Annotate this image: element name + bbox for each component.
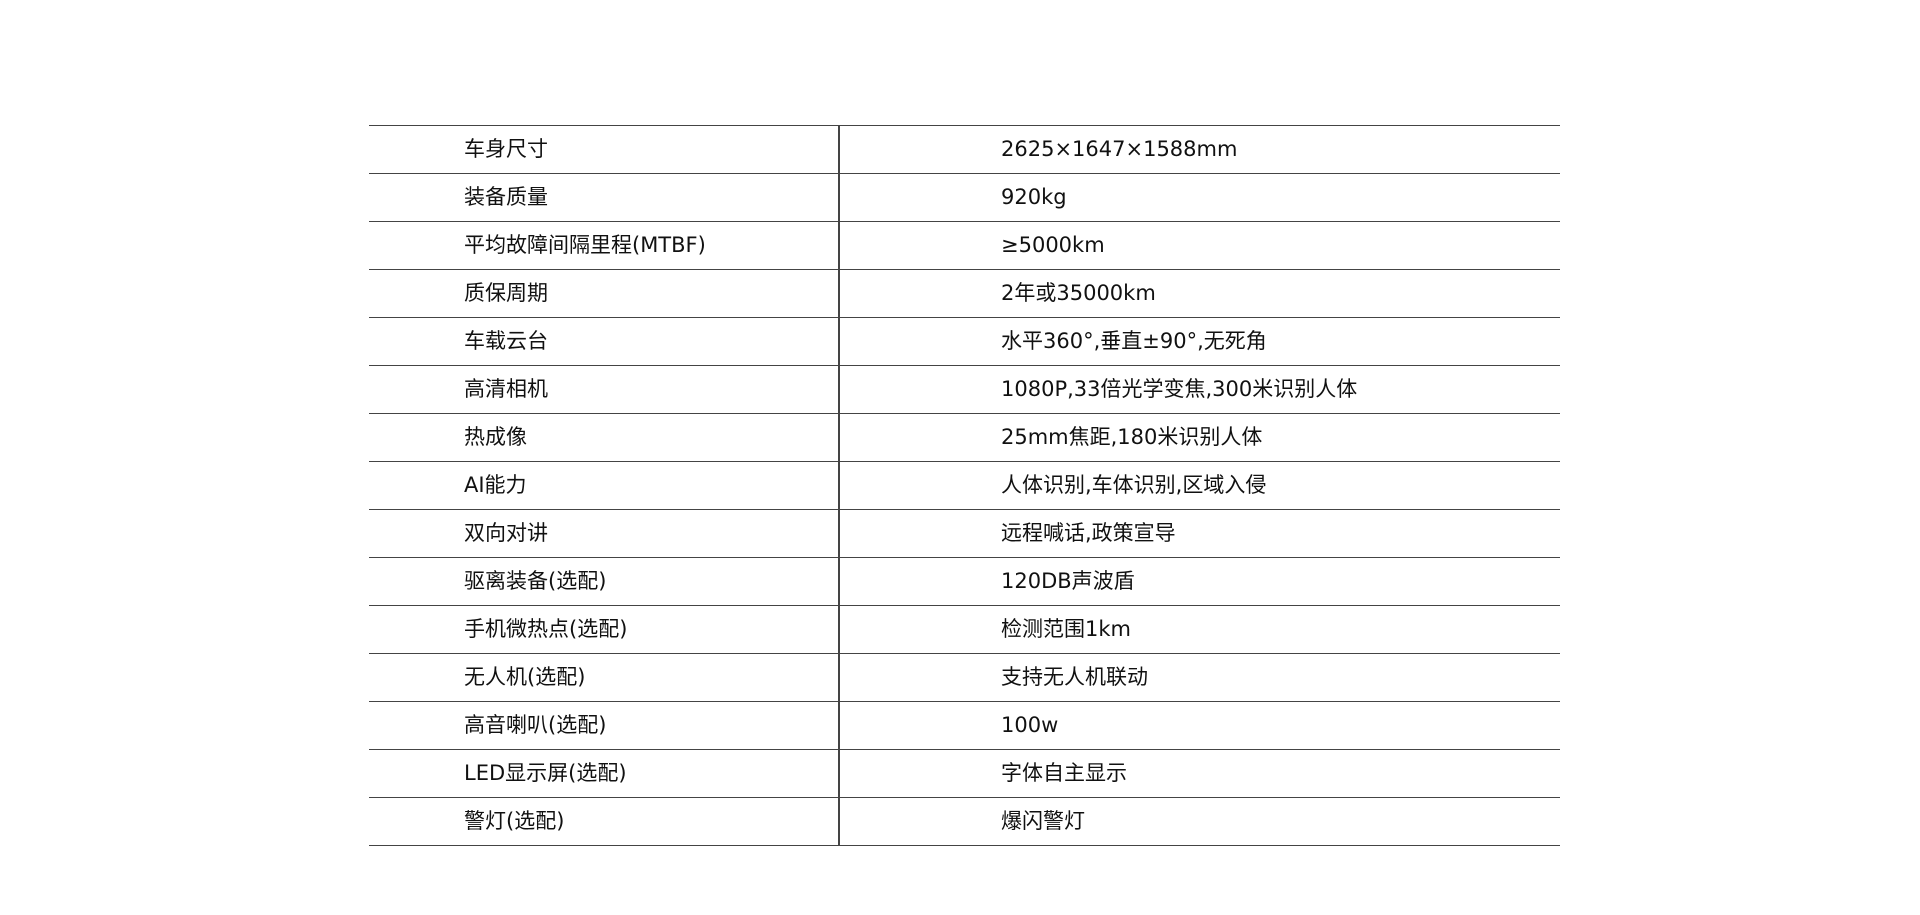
spec-value: 1080P,33倍光学变焦,300米识别人体 <box>1001 377 1358 401</box>
spec-row: 质保周期 2年或35000km <box>369 270 1560 318</box>
spec-value: 远程喊话,政策宣导 <box>1001 521 1176 545</box>
spec-label: 高音喇叭(选配) <box>464 713 607 737</box>
spec-label: 无人机(选配) <box>464 665 586 689</box>
spec-label: 车身尺寸 <box>464 137 548 161</box>
spec-label: 装备质量 <box>464 185 548 209</box>
spec-label: 双向对讲 <box>464 521 548 545</box>
spec-label: 警灯(选配) <box>464 809 565 833</box>
spec-value: ≥5000km <box>1001 233 1105 257</box>
spec-row: 平均故障间隔里程(MTBF) ≥5000km <box>369 222 1560 270</box>
spec-value: 字体自主显示 <box>1001 761 1127 785</box>
spec-label: 驱离装备(选配) <box>464 569 607 593</box>
spec-value: 2年或35000km <box>1001 281 1156 305</box>
spec-value: 爆闪警灯 <box>1001 809 1085 833</box>
spec-row: AI能力 人体识别,车体识别,区域入侵 <box>369 462 1560 510</box>
spec-value: 支持无人机联动 <box>1001 665 1148 689</box>
spec-value: 920kg <box>1001 185 1067 209</box>
spec-row: 驱离装备(选配) 120DB声波盾 <box>369 558 1560 606</box>
spec-value: 人体识别,车体识别,区域入侵 <box>1001 473 1267 497</box>
spec-row: 双向对讲 远程喊话,政策宣导 <box>369 510 1560 558</box>
spec-table: 车身尺寸 2625×1647×1588mm 装备质量 920kg 平均故障间隔里程(MT… <box>369 125 1560 846</box>
spec-row: 车载云台 水平360°,垂直±90°,无死角 <box>369 318 1560 366</box>
spec-label: 高清相机 <box>464 377 548 401</box>
spec-row: LED显示屏(选配) 字体自主显示 <box>369 750 1560 798</box>
spec-row: 热成像 25mm焦距,180米识别人体 <box>369 414 1560 462</box>
spec-label: 平均故障间隔里程(MTBF) <box>464 233 706 257</box>
spec-value: 检测范围1km <box>1001 617 1131 641</box>
column-divider <box>838 126 840 846</box>
spec-label: 质保周期 <box>464 281 548 305</box>
spec-row: 警灯(选配) 爆闪警灯 <box>369 798 1560 846</box>
spec-row: 手机微热点(选配) 检测范围1km <box>369 606 1560 654</box>
spec-label: 热成像 <box>464 425 527 449</box>
spec-row: 无人机(选配) 支持无人机联动 <box>369 654 1560 702</box>
spec-row: 车身尺寸 2625×1647×1588mm <box>369 126 1560 174</box>
spec-row: 装备质量 920kg <box>369 174 1560 222</box>
spec-row: 高清相机 1080P,33倍光学变焦,300米识别人体 <box>369 366 1560 414</box>
spec-value: 100w <box>1001 713 1059 737</box>
spec-row: 高音喇叭(选配) 100w <box>369 702 1560 750</box>
spec-value: 水平360°,垂直±90°,无死角 <box>1001 329 1267 353</box>
spec-label: 手机微热点(选配) <box>464 617 628 641</box>
spec-value: 2625×1647×1588mm <box>1001 137 1238 161</box>
spec-label: AI能力 <box>464 473 527 497</box>
spec-label: LED显示屏(选配) <box>464 761 627 785</box>
spec-value: 120DB声波盾 <box>1001 569 1135 593</box>
spec-label: 车载云台 <box>464 329 548 353</box>
spec-value: 25mm焦距,180米识别人体 <box>1001 425 1263 449</box>
